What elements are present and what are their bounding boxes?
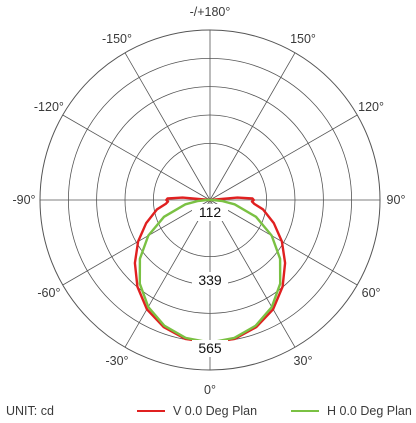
angle-label: -30°	[105, 354, 128, 368]
angle-label: -90°	[12, 193, 35, 207]
angle-label: -60°	[37, 286, 60, 300]
legend-swatch-v	[137, 410, 165, 412]
angle-label: 30°	[294, 354, 313, 368]
ring-label-bg	[192, 204, 228, 221]
polar-curves	[133, 196, 287, 344]
angle-label: 90°	[387, 193, 406, 207]
ring-label-bg	[192, 340, 228, 357]
angle-label: -/+180°	[190, 5, 231, 19]
angle-label: 60°	[362, 286, 381, 300]
ring-label: 565	[198, 340, 222, 356]
angle-label: 0°	[204, 383, 216, 397]
ring-label-bg	[192, 272, 228, 289]
grid-spoke	[62, 199, 211, 286]
unit-label: UNIT: cd	[6, 404, 54, 418]
legend-label-v: V 0.0 Deg Plan	[173, 404, 258, 418]
grid-spoke	[209, 114, 358, 201]
grid-spoke	[209, 199, 358, 286]
grid-spoke	[209, 199, 296, 348]
angle-label: 150°	[290, 32, 316, 46]
grid-spoke	[124, 52, 211, 201]
legend-item-v: V 0.0 Deg Plan	[137, 404, 257, 418]
angle-label: 120°	[358, 100, 384, 114]
ring-label: 339	[198, 272, 222, 288]
angle-label: -120°	[34, 100, 64, 114]
legend-item-h: H 0.0 Deg Plan	[291, 404, 412, 418]
legend-swatch-h	[291, 410, 319, 412]
angle-label: -150°	[102, 32, 132, 46]
legend: UNIT: cd V 0.0 Deg Plan H 0.0 Deg Plan	[0, 404, 416, 423]
grid-spoke	[209, 52, 296, 201]
legend-label-h: H 0.0 Deg Plan	[327, 404, 412, 418]
polar-labels: 0° 30° 60° 90° 120° 150° -/+180° -150° -120° -90°…	[12, 5, 405, 397]
series-line-h	[138, 198, 282, 344]
grid-spoke	[62, 114, 211, 201]
ring-label: 112	[199, 204, 222, 220]
grid-spoke	[124, 199, 211, 348]
